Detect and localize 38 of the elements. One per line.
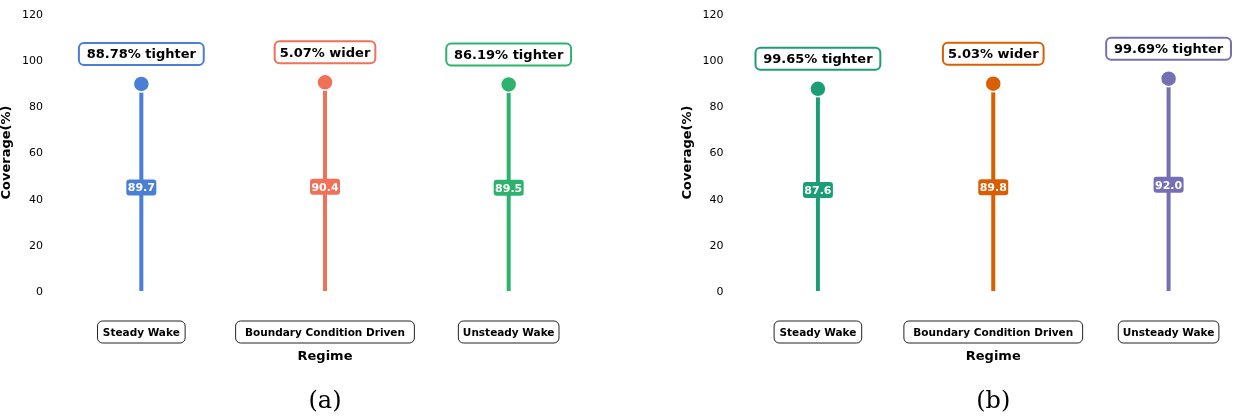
y-tick-label: 80: [709, 100, 724, 114]
y-tick-label: 40: [29, 192, 43, 206]
y-tick-label: 100: [702, 54, 724, 68]
x-axis-title: Regime: [965, 348, 1021, 363]
x-tick-label: Steady Wake: [102, 325, 180, 338]
y-tick-label: 100: [22, 54, 43, 68]
annotation: 5.03% wider: [947, 46, 1040, 62]
y-tick-label: 120: [702, 7, 724, 21]
annotation: 86.19% tighter: [453, 46, 564, 62]
y-tick-label: 0: [716, 284, 724, 298]
y-tick-label: 60: [709, 146, 724, 160]
x-tick-label: Steady Wake: [779, 325, 857, 338]
annotation: 99.69% tighter: [1113, 41, 1224, 57]
annotation: 5.07% wider: [279, 44, 371, 60]
annotation: 89.8: [979, 181, 1007, 195]
x-tick-label: Boundary Condition Driven: [245, 325, 405, 338]
y-tick-label: 60: [29, 146, 43, 160]
x-tick-label: Unsteady Wake: [1122, 325, 1215, 338]
annotation: 89.7: [127, 181, 155, 195]
y-axis-title: Coverage(%): [0, 105, 13, 200]
annotation: 88.78% tighter: [86, 46, 197, 62]
y-tick-label: 20: [709, 238, 724, 252]
annotation: 99.65% tighter: [763, 51, 874, 67]
annotation: 87.6: [804, 183, 832, 197]
y-tick-label: 20: [29, 238, 43, 252]
text: (a): [308, 386, 342, 414]
y-tick-label: 120: [22, 7, 43, 21]
annotation: 90.4: [311, 180, 339, 194]
text: (b): [976, 386, 1011, 414]
x-axis-title: Regime: [297, 348, 353, 363]
y-tick-label: 0: [36, 284, 43, 298]
x-tick-label: Unsteady Wake: [462, 325, 555, 338]
annotation: 92.0: [1155, 178, 1183, 192]
y-tick-label: 40: [709, 192, 724, 206]
y-axis-title: Coverage(%): [678, 105, 694, 200]
annotation: 89.5: [495, 181, 523, 195]
x-tick-label: Boundary Condition Driven: [913, 325, 1074, 338]
y-tick-label: 80: [29, 100, 43, 114]
